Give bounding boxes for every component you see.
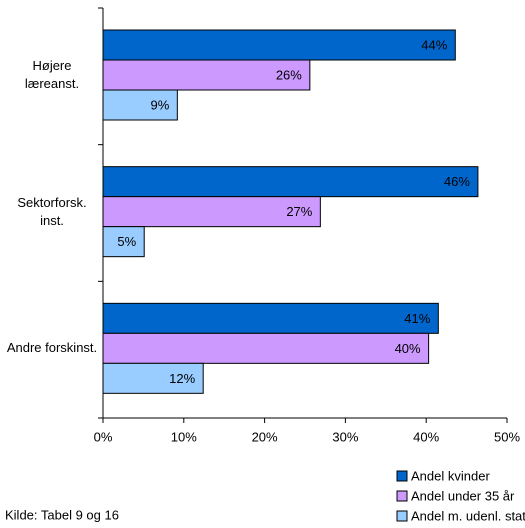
bar — [102, 226, 145, 258]
bar — [102, 302, 439, 334]
legend-swatch — [396, 470, 408, 482]
value-label: 9% — [151, 97, 170, 112]
bar — [102, 29, 456, 61]
bar — [102, 166, 479, 198]
value-label: 41% — [404, 311, 430, 326]
legend-label: Andel kvinder — [411, 468, 490, 483]
legend-swatch — [396, 490, 408, 502]
x-tick-label: 30% — [332, 429, 358, 444]
x-tick-label: 20% — [252, 429, 278, 444]
value-label: 5% — [117, 234, 136, 249]
bar — [102, 196, 321, 228]
bar — [102, 59, 311, 91]
value-label: 40% — [395, 341, 421, 356]
category-label: Andre forskinst. — [6, 340, 98, 356]
bar — [102, 332, 430, 364]
value-label: 46% — [444, 174, 470, 189]
x-tick-label: 40% — [413, 429, 439, 444]
legend-label: Andel m. udenl. statsb. — [411, 508, 525, 523]
source: Kilde: Tabel 9 og 16 — [5, 507, 119, 522]
bar — [102, 362, 204, 394]
legend-swatch — [396, 510, 408, 522]
value-label: 44% — [421, 37, 447, 52]
value-label: 12% — [169, 371, 195, 386]
x-tick-label: 0% — [94, 429, 113, 444]
value-label: 26% — [276, 67, 302, 82]
legend-label: Andel under 35 år — [411, 488, 515, 503]
value-label: 27% — [286, 204, 312, 219]
bar — [102, 89, 178, 121]
category-label: Højere læreanst. — [24, 58, 80, 91]
category-label: Sektorforsk. inst. — [17, 194, 87, 228]
x-tick-label: 10% — [171, 429, 197, 444]
x-tick-label: 50% — [494, 429, 520, 444]
